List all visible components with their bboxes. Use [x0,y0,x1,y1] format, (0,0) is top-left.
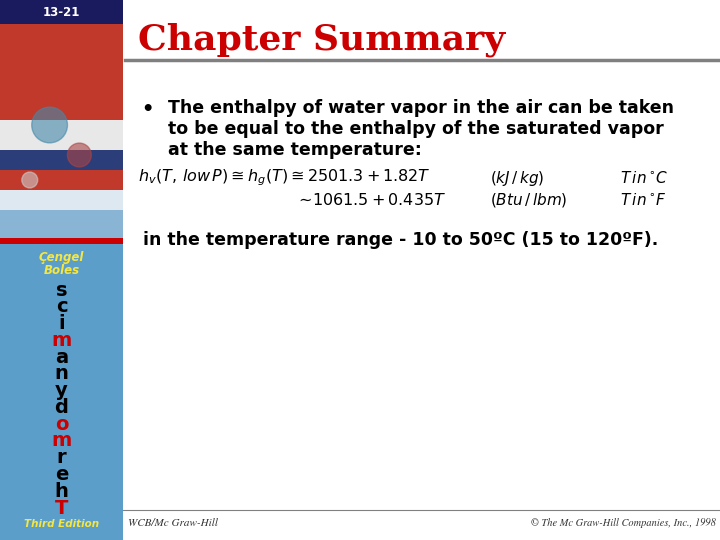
Bar [0,0,123,120]
Text: $(kJ\,/\,kg)$: $(kJ\,/\,kg)$ [490,168,544,187]
Bar [0,120,123,150]
Bar [0,0,123,300]
Text: $h_v(T,\,low\,P) \cong h_g(T) \cong 2501.3 + 1.82T$: $h_v(T,\,low\,P) \cong h_g(T) \cong 2501… [138,168,431,188]
Text: m: m [51,431,71,450]
Text: n: n [55,364,68,383]
Text: d: d [55,398,68,417]
Text: Çengel: Çengel [39,251,84,264]
Text: at the same temperature:: at the same temperature: [168,141,422,159]
Text: s: s [55,280,67,300]
Text: o: o [55,415,68,434]
Text: Third Edition: Third Edition [24,519,99,529]
Text: m: m [51,331,71,350]
Text: The enthalpy of water vapor in the air can be taken: The enthalpy of water vapor in the air c… [168,99,674,117]
Bar [123,0,720,540]
Text: e: e [55,465,68,484]
Bar [0,170,123,190]
Bar [0,210,123,240]
Text: h: h [55,482,68,501]
Text: Chapter Summary: Chapter Summary [138,23,505,57]
Text: T: T [55,498,68,517]
Circle shape [68,143,91,167]
Circle shape [32,107,68,143]
Text: 13-21: 13-21 [42,5,80,18]
Text: i: i [58,314,65,333]
Text: $T\,in\,^{\circ}F$: $T\,in\,^{\circ}F$ [620,192,667,208]
Text: Boles: Boles [43,264,80,276]
Bar [0,150,123,170]
Text: a: a [55,348,68,367]
Bar [0,190,123,210]
Text: •: • [141,100,153,119]
Text: to be equal to the enthalpy of the saturated vapor: to be equal to the enthalpy of the satur… [168,120,664,138]
Text: WCB/Mc Graw-Hill: WCB/Mc Graw-Hill [128,518,218,528]
Text: © The Mc Graw-Hill Companies, Inc., 1998: © The Mc Graw-Hill Companies, Inc., 1998 [531,518,716,528]
Text: $\sim\!1061.5 + 0.435T$: $\sim\!1061.5 + 0.435T$ [295,192,446,208]
Bar [0,238,123,244]
Text: in the temperature range - 10 to 50ºC (15 to 120ºF).: in the temperature range - 10 to 50ºC (1… [143,231,658,249]
Bar [0,244,123,540]
Text: y: y [55,381,68,400]
Text: r: r [57,448,66,467]
Text: c: c [55,297,67,316]
Circle shape [22,172,37,188]
Text: $(Btu\,/\,lbm)$: $(Btu\,/\,lbm)$ [490,191,567,209]
Text: $T\,in\,^{\circ}C$: $T\,in\,^{\circ}C$ [620,170,668,186]
Bar [0,0,123,24]
Bar [0,0,123,540]
